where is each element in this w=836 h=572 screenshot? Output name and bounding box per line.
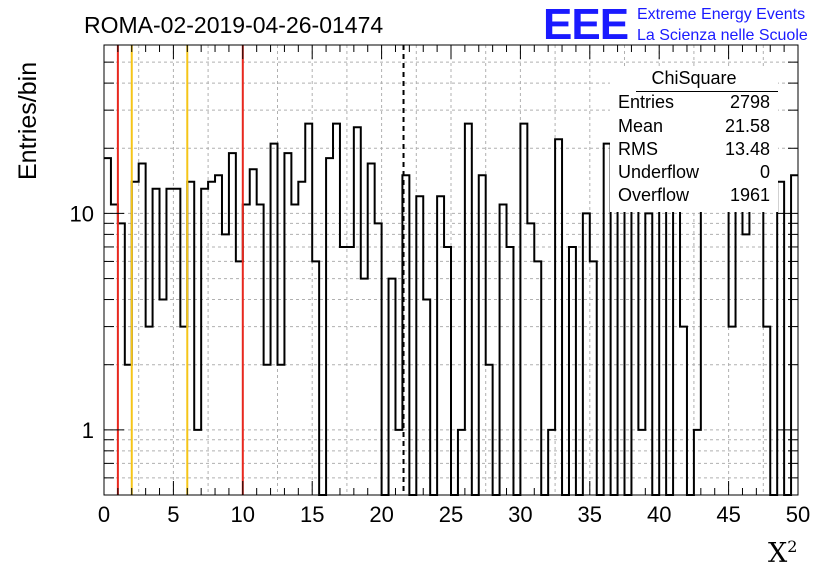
stats-key: Underflow [618,162,700,182]
x-tick-label: 35 [578,502,602,527]
stats-value: 1961 [729,185,770,205]
x-tick-label: 5 [167,502,179,527]
x-tick-label: 40 [647,502,671,527]
stats-title: ChiSquare [651,68,737,88]
x-axis-label-base: X [768,538,788,569]
stats-value: 13.48 [724,139,770,159]
stats-value: 0 [759,162,770,182]
stats-row-underflow: Underflow 0 [618,162,770,184]
stats-key: Overflow [618,185,690,205]
y-tick-label: 10 [70,201,94,226]
x-tick-label: 45 [716,502,740,527]
x-tick-label: 10 [231,502,255,527]
y-axis-label: Entries/bin [14,61,42,180]
chart-title: ROMA-02-2019-04-26-01474 [84,12,384,38]
x-tick-label: 20 [369,502,393,527]
stats-row-overflow: Overflow 1961 [618,185,770,207]
stats-key: Entries [618,92,675,112]
stats-divider [636,91,778,92]
x-axis-label-exponent: 2 [787,537,798,556]
stats-row-entries: Entries 2798 [618,92,770,114]
stats-box: ChiSquare Entries 2798 Mean 21.58 RMS 13… [610,66,778,212]
x-tick-label: 0 [98,502,110,527]
stats-value: 2798 [729,92,770,112]
x-axis-label: X2 [768,537,797,569]
logo-caption: Extreme Energy Events La Scienza nelle S… [637,4,808,46]
x-tick-label: 30 [508,502,532,527]
x-tick-label: 50 [786,502,810,527]
stats-key: Mean [618,116,664,136]
logo-line-1: Extreme Energy Events [637,6,806,23]
stats-key: RMS [618,139,658,159]
stats-row-rms: RMS 13.48 [618,139,770,161]
eee-logo: EEE [543,0,629,49]
stats-row-mean: Mean 21.58 [618,116,770,138]
logo-line-2: La Scienza nelle Scuole [637,27,808,44]
stats-value: 21.58 [724,116,770,136]
x-tick-label: 25 [439,502,463,527]
x-tick-label: 15 [300,502,324,527]
y-tick-label: 1 [82,418,94,443]
